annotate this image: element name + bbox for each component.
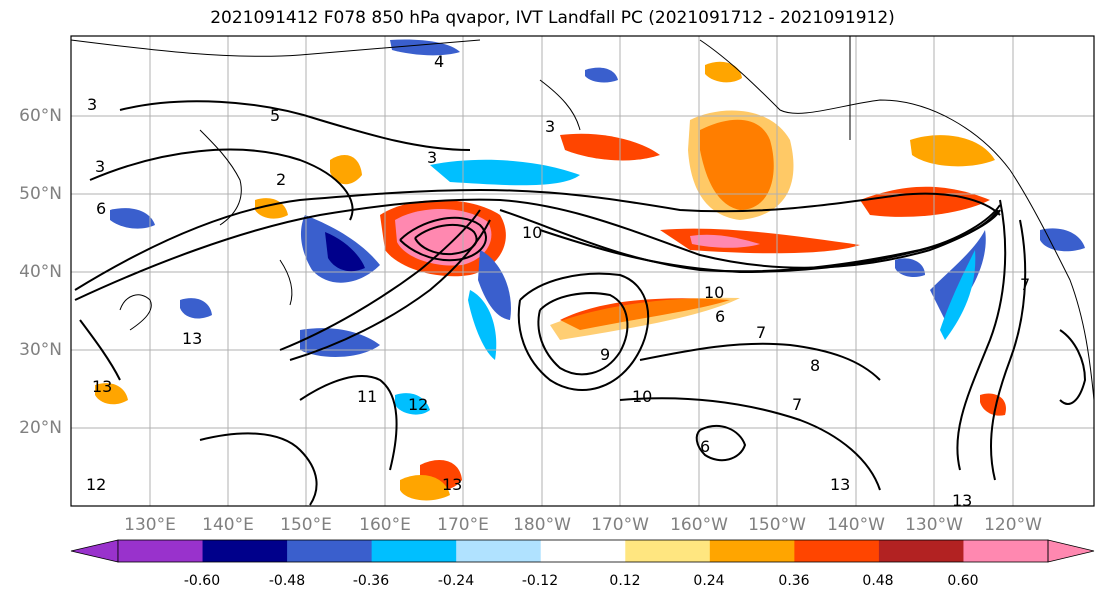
colorbar-tick-label: -0.36 (352, 573, 390, 589)
lon-label: 120°W (984, 515, 1042, 535)
coastlines (70, 36, 1095, 401)
lon-label: 130°W (905, 515, 963, 535)
contour-label: 3 (87, 95, 97, 114)
contour-label: 11 (357, 387, 377, 406)
colorbar-tick-label: 0.36 (778, 573, 810, 589)
lat-label: 40°N (19, 262, 62, 282)
colorbar-segment (202, 540, 288, 562)
contour-label: 13 (442, 475, 462, 494)
contour-label: 7 (792, 395, 802, 414)
shade-positive-peak (395, 208, 492, 266)
contour-label: 10 (522, 223, 542, 242)
shade-positive-jet-pink (690, 234, 760, 248)
lon-label: 170°W (591, 515, 649, 535)
colorbar-segment (456, 540, 542, 562)
lat-label: 20°N (19, 418, 62, 438)
colorbar-segment (540, 540, 626, 562)
contour-label: 13 (952, 491, 972, 510)
lat-label: 30°N (19, 340, 62, 360)
lon-label: 150°E (280, 515, 332, 535)
colorbar-tick-label: 0.48 (862, 573, 894, 589)
contour-label: 10 (632, 387, 652, 406)
contour-label: 6 (700, 437, 710, 456)
shade-positive-ca-coast (980, 393, 1006, 416)
colorbar-tick-label: 0.60 (947, 573, 979, 589)
shade-positive-south-outer (400, 475, 450, 501)
contour-labels: 4 3 3 5 3 3 6 2 10 10 6 7 9 8 11 12 13 1… (86, 52, 1030, 510)
contour-label: 4 (434, 52, 444, 71)
shade-negative-core (325, 232, 365, 272)
colorbar-tick-label: -0.48 (268, 573, 306, 589)
lat-label: 50°N (19, 184, 62, 204)
colorbar-segment (118, 540, 204, 562)
colorbar-tick-label: -0.60 (183, 573, 221, 589)
shade-positive-ne (910, 135, 995, 167)
lon-label: 130°E (124, 515, 176, 535)
ivt-contours (74, 100, 1087, 506)
contour-label: 7 (756, 323, 766, 342)
lon-label: 170°E (437, 515, 489, 535)
contour-label: 3 (545, 117, 555, 136)
colorbar-segment (709, 540, 795, 562)
lon-label: 180°W (513, 515, 571, 535)
shade-negative-strip-2 (468, 290, 497, 360)
colorbar-segment (794, 540, 880, 562)
lon-label: 160°W (670, 515, 728, 535)
contour-label: 6 (96, 199, 106, 218)
map-panel: 4 3 3 5 3 3 6 2 10 10 6 7 9 8 11 12 13 1… (70, 35, 1095, 510)
shade-positive-gulf-outer (688, 110, 794, 220)
shade-positive-kamchatka (330, 155, 362, 185)
contour-label: 13 (830, 475, 850, 494)
shade-positive-japan (95, 383, 128, 405)
colorbar-segment (963, 540, 1049, 562)
colorbar-max-arrow (1047, 539, 1095, 563)
shade-negative-wpac (395, 393, 430, 415)
shade-positive-north-ak (560, 133, 660, 161)
lon-label: 160°E (359, 515, 411, 535)
map-frame (70, 35, 1095, 507)
contour-label: 8 (810, 356, 820, 375)
lon-label: 140°W (827, 515, 885, 535)
colorbar-segment (625, 540, 711, 562)
colorbar-frame (117, 539, 1049, 563)
colorbar-segment (878, 540, 964, 562)
contour-label: 13 (92, 377, 112, 396)
shade-negative-nw (110, 208, 155, 229)
shade-negative-bc (1040, 228, 1085, 252)
contour-label: 6 (715, 307, 725, 326)
contour-label: 12 (408, 395, 428, 414)
contour-label: 3 (95, 157, 105, 176)
colorbar-tick-label: 0.24 (693, 573, 725, 589)
colorbar-segment (287, 540, 373, 562)
colorbar-tick-label: 0.12 (609, 573, 641, 589)
contour-label: 13 (182, 329, 202, 348)
contour-label: 3 (427, 148, 437, 167)
shade-negative-north-sea (390, 39, 460, 56)
shade-negative-china (180, 298, 212, 319)
contour-label: 12 (86, 475, 106, 494)
lat-label: 60°N (19, 106, 62, 126)
colorbar-segment (371, 540, 457, 562)
shade-positive-ak-north (705, 61, 742, 83)
shade-positive-subtropics-outer (550, 297, 740, 340)
contour-label: 7 (1020, 275, 1030, 294)
colorbar-tick-label: -0.12 (521, 573, 559, 589)
colorbar-min-arrow (70, 539, 119, 563)
colorbar (70, 539, 1095, 563)
lon-label: 140°E (202, 515, 254, 535)
gridlines (71, 36, 1094, 506)
shade-negative-strip (478, 250, 511, 320)
contour-label: 10 (704, 283, 724, 302)
contour-label: 5 (270, 106, 280, 125)
colorbar-tick-label: -0.24 (437, 573, 475, 589)
contour-label: 2 (276, 170, 286, 189)
map-title: 2021091412 F078 850 hPa qvapor, IVT Land… (210, 8, 895, 28)
lon-label: 150°W (748, 515, 806, 535)
contour-label: 9 (600, 345, 610, 364)
shade-negative-coast (930, 230, 986, 320)
shade-negative-ak-north (585, 67, 618, 83)
